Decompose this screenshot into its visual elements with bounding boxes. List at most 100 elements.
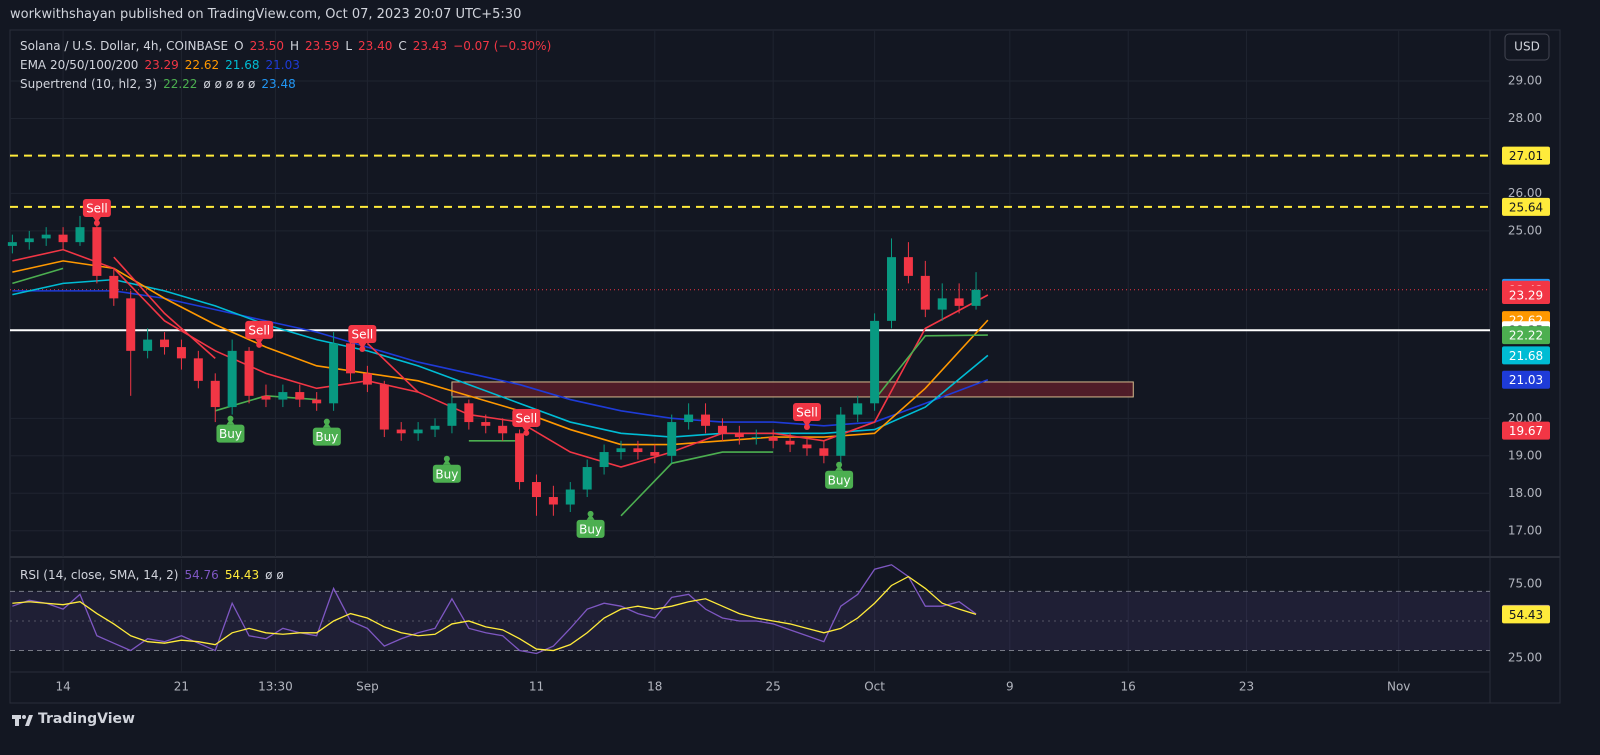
- candle-body: [667, 422, 677, 456]
- legend-text: 22.22: [163, 77, 198, 91]
- signal-box: [348, 324, 377, 343]
- candle-body: [193, 358, 203, 381]
- rsi-legend: RSI (14, close, SMA, 14, 2) 54.76 54.43 ø ø: [20, 566, 290, 585]
- legend-text: 21.68: [225, 58, 260, 72]
- candle-body: [937, 298, 947, 310]
- indicator-line: [12, 267, 64, 285]
- signal-box: [825, 470, 854, 489]
- price-tag-label: 21.68: [1509, 349, 1543, 363]
- price-tag-label: 25.64: [1509, 200, 1543, 214]
- candle-body: [599, 452, 609, 468]
- signal-label: Buy: [435, 467, 458, 481]
- price-tag: [1502, 605, 1550, 624]
- indicator-line: [113, 256, 216, 359]
- signal-label: Sell: [796, 405, 818, 419]
- rsi-line: [12, 564, 977, 655]
- candle-body: [244, 350, 254, 396]
- legend-text: L: [345, 39, 353, 53]
- indicator-line: [12, 290, 989, 427]
- candle-body: [548, 497, 558, 505]
- candle-body: [396, 429, 406, 434]
- candle-body: [41, 234, 51, 239]
- legend-text: Solana / U.S. Dollar, 4h, COINBASE: [20, 39, 229, 53]
- candle-body: [143, 339, 153, 351]
- candle-body: [24, 238, 34, 243]
- x-tick-label: Oct: [864, 680, 885, 694]
- legend-text: 23.43: [412, 39, 448, 53]
- candle-body: [210, 380, 220, 408]
- legend-text: 23.40: [358, 39, 393, 53]
- candle-body: [261, 395, 271, 400]
- price-tag-label: 23.29: [1509, 288, 1543, 302]
- signal-box: [245, 320, 274, 339]
- x-tick-label: 9: [1006, 680, 1014, 694]
- signal-label: Buy: [219, 427, 242, 441]
- signal-box: [216, 424, 245, 443]
- legend-text: O: [234, 39, 244, 53]
- signal-box: [512, 408, 541, 427]
- legend-row: RSI (14, close, SMA, 14, 2) 54.76 54.43 ø ø: [20, 566, 290, 585]
- signal-dot: [359, 345, 366, 352]
- candle-body: [58, 234, 68, 243]
- signal-label: Buy: [315, 430, 338, 444]
- candle-body: [92, 227, 102, 276]
- signal-dot: [443, 455, 450, 462]
- candle-body: [616, 448, 626, 453]
- legend-text: RSI (14, close, SMA, 14, 2): [20, 568, 179, 582]
- indicator-line: [873, 334, 988, 401]
- legend-text: EMA 20/50/100/200: [20, 58, 139, 72]
- candle-body: [75, 227, 85, 243]
- indicator-line: [12, 248, 989, 468]
- candle-body: [785, 440, 795, 445]
- grid: [10, 30, 1490, 672]
- price-tag-label: 22.22: [1509, 329, 1543, 343]
- signal-label: Sell: [86, 202, 108, 216]
- y-tick-label: 26.00: [1508, 186, 1542, 200]
- signal-label: Buy: [828, 473, 851, 487]
- candle-body: [278, 392, 288, 400]
- price-tag: [1502, 346, 1550, 365]
- footer-brand: TradingView: [38, 711, 135, 727]
- signal-dot: [836, 461, 843, 468]
- candle-body: [379, 384, 389, 430]
- candle-body: [295, 392, 305, 400]
- signal-label: Sell: [351, 327, 373, 341]
- signal-label: Sell: [515, 411, 537, 425]
- candle-body: [971, 289, 981, 306]
- signal-dot: [323, 418, 330, 425]
- y-tick-label: 28.00: [1508, 111, 1542, 125]
- candle-body: [633, 448, 643, 453]
- y-tick-label: 19.00: [1508, 448, 1542, 462]
- legend-text: Supertrend (10, hl2, 3): [20, 77, 158, 91]
- price-tag-label: 54.43: [1509, 608, 1543, 622]
- legend-text: 21.03: [265, 58, 300, 72]
- candle-body: [920, 275, 930, 310]
- candle-body: [751, 437, 761, 439]
- signal-dot: [803, 423, 810, 430]
- legend-text: 23.59: [304, 39, 340, 53]
- candle-body: [109, 275, 119, 299]
- price-tag: [1502, 421, 1550, 440]
- legend-text: ø ø ø ø ø: [203, 77, 256, 91]
- candle-body: [160, 339, 170, 348]
- candle-body: [345, 343, 355, 374]
- signal-dot: [227, 415, 234, 422]
- y-tick-label: 18.00: [1508, 486, 1542, 500]
- y-tick-label: 29.00: [1508, 73, 1542, 87]
- signal-dot: [93, 220, 100, 227]
- candle-body: [413, 429, 423, 434]
- signal-dot: [587, 510, 594, 517]
- y-tick-label: 75.00: [1508, 576, 1542, 590]
- signal-label: Sell: [248, 323, 270, 337]
- price-tag-label: 19.67: [1509, 424, 1543, 438]
- x-tick-label: 18: [647, 680, 662, 694]
- candle-body: [802, 444, 812, 449]
- legend-row: Solana / U.S. Dollar, 4h, COINBASE O 23.50…: [20, 37, 557, 56]
- x-tick-label: 21: [174, 680, 189, 694]
- currency-button[interactable]: [1504, 33, 1550, 61]
- legend-row: Supertrend (10, hl2, 3) 22.22 ø ø ø ø ø 23.…: [20, 75, 557, 94]
- price-tag: [1502, 146, 1550, 165]
- price-tag: [1502, 326, 1550, 345]
- signal-box: [576, 519, 605, 538]
